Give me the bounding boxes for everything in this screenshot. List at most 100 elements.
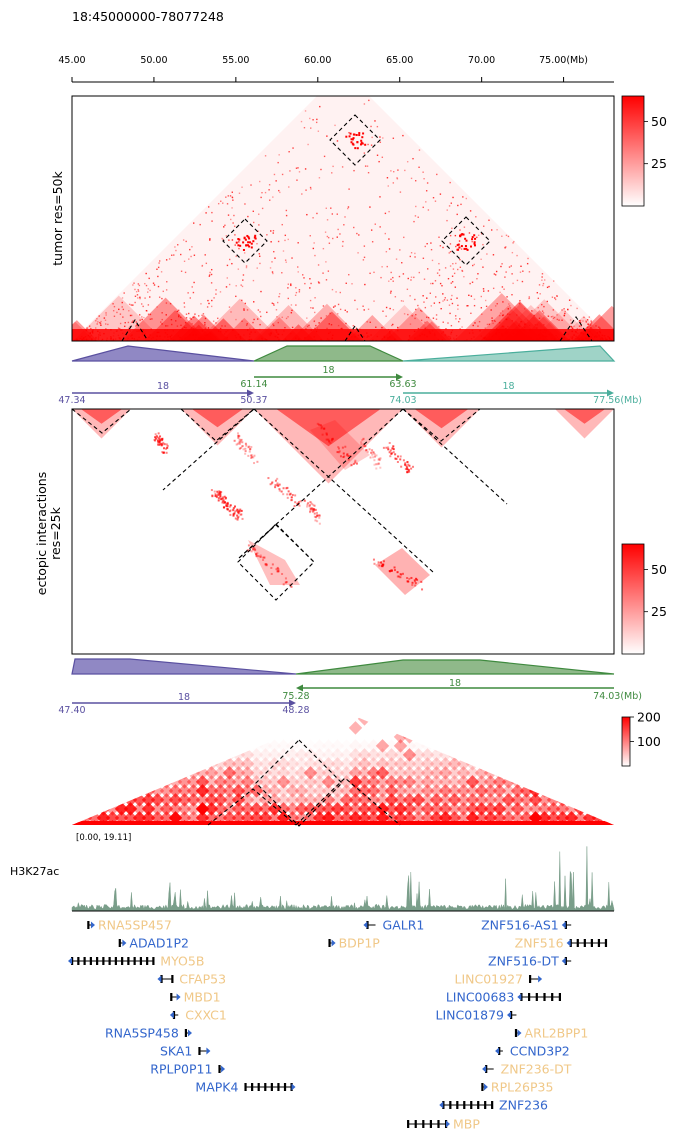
third-cell [492, 748, 507, 762]
tumor-contact [331, 172, 333, 174]
ectopic-contact [218, 493, 221, 496]
third-cell [465, 766, 480, 780]
tumor-contact [261, 191, 263, 194]
region-title: 18:45000000-78077248 [72, 9, 224, 24]
third-cell [186, 757, 201, 771]
tumor-contact [289, 170, 291, 172]
ectopic-contact [390, 452, 393, 455]
tumor-contact [266, 234, 268, 236]
tumor-contact [484, 327, 486, 329]
tumor-contact [407, 339, 410, 341]
tumor-contact [328, 332, 330, 335]
tumor-contact [156, 335, 158, 337]
ectopic-contact [219, 495, 222, 498]
tumor-contact [585, 321, 588, 323]
third-cell [510, 784, 525, 798]
ectopic-contact [408, 577, 411, 580]
ectopic-contact [416, 578, 419, 581]
tumor-contact [133, 338, 135, 340]
third-cell [429, 757, 444, 771]
ectopic-contact [310, 507, 313, 510]
third-cell [411, 784, 426, 798]
tumor-contact [99, 334, 102, 336]
third-cell [483, 757, 498, 771]
tumor-contact [95, 327, 97, 329]
ectopic-contact [392, 445, 395, 448]
tumor-contact [204, 254, 206, 256]
gene-exon [564, 921, 567, 929]
ectopic-contact [309, 508, 312, 511]
tumor-contact [415, 313, 417, 316]
tumor-contact [333, 87, 334, 88]
tumor-contact [441, 332, 443, 335]
third-cell [411, 757, 426, 771]
third-cell [330, 748, 345, 762]
ectopic-contact [354, 461, 357, 464]
tumor-contact [466, 339, 468, 341]
tumor-contact [414, 317, 416, 320]
third-cell [78, 748, 93, 762]
tumor-contact [564, 312, 566, 315]
tumor-contact [606, 338, 608, 341]
tumor-contact [458, 240, 461, 242]
third-cell [546, 802, 561, 816]
third-cell [375, 757, 390, 771]
third-cell [582, 757, 597, 771]
tumor-contact [161, 323, 163, 325]
tumor-contact [264, 338, 267, 340]
third-cell [267, 802, 282, 816]
tumor-contact [389, 332, 391, 334]
tumor-contact [99, 332, 101, 334]
tumor-contact [476, 236, 478, 239]
ectopic-contact [306, 503, 309, 506]
tumor-contact [547, 315, 549, 317]
third-cell [123, 739, 138, 753]
third-cell [537, 784, 552, 798]
tumor-contact [414, 252, 416, 255]
third-cell [447, 793, 462, 807]
ectopic-contact [407, 470, 410, 473]
gene-exon [118, 939, 121, 947]
interaction-box [255, 739, 343, 827]
tumor-contact [95, 337, 97, 339]
tumor-contact [170, 334, 173, 336]
gene-label: RNA5SP458 [105, 1026, 179, 1041]
tumor-contact [156, 306, 158, 308]
tumor-contact [167, 336, 169, 338]
tumor-contact [542, 338, 545, 341]
third-cell [196, 739, 209, 752]
tumor-contact [231, 262, 233, 265]
tumor-contact [224, 325, 226, 327]
third-cell [564, 775, 579, 789]
tumor-contact [132, 320, 134, 322]
tumor-contact [261, 339, 264, 341]
third-cell [303, 802, 318, 816]
tumor-contact [504, 247, 506, 249]
tumor-contact [235, 337, 237, 339]
tumor-contact [228, 306, 231, 308]
tumor-contact [318, 282, 321, 284]
tumor-contact [241, 186, 243, 188]
tumor-contact [595, 336, 598, 338]
ectopic-contact [287, 490, 290, 493]
third-cell [358, 703, 371, 716]
hotspot-pixel [464, 245, 467, 248]
tumor-contact [210, 282, 213, 284]
third-cell [141, 711, 156, 717]
tumor-contact [96, 323, 98, 325]
tumor-contact [421, 333, 423, 335]
interaction-line [402, 409, 508, 505]
ectopic-contact [309, 509, 312, 512]
tumor-contact [287, 238, 289, 241]
tumor-contact [538, 284, 541, 286]
tumor-contact [165, 314, 167, 316]
ectopic-contact [241, 517, 244, 520]
tumor-contact [98, 315, 100, 317]
tumor-contact [572, 339, 574, 341]
third-cell [133, 712, 146, 725]
hotspot-pixel [252, 240, 255, 243]
tumor-contact [435, 296, 437, 298]
tumor-contact [426, 335, 428, 338]
colorbar-tick-label: 200 [637, 710, 661, 725]
